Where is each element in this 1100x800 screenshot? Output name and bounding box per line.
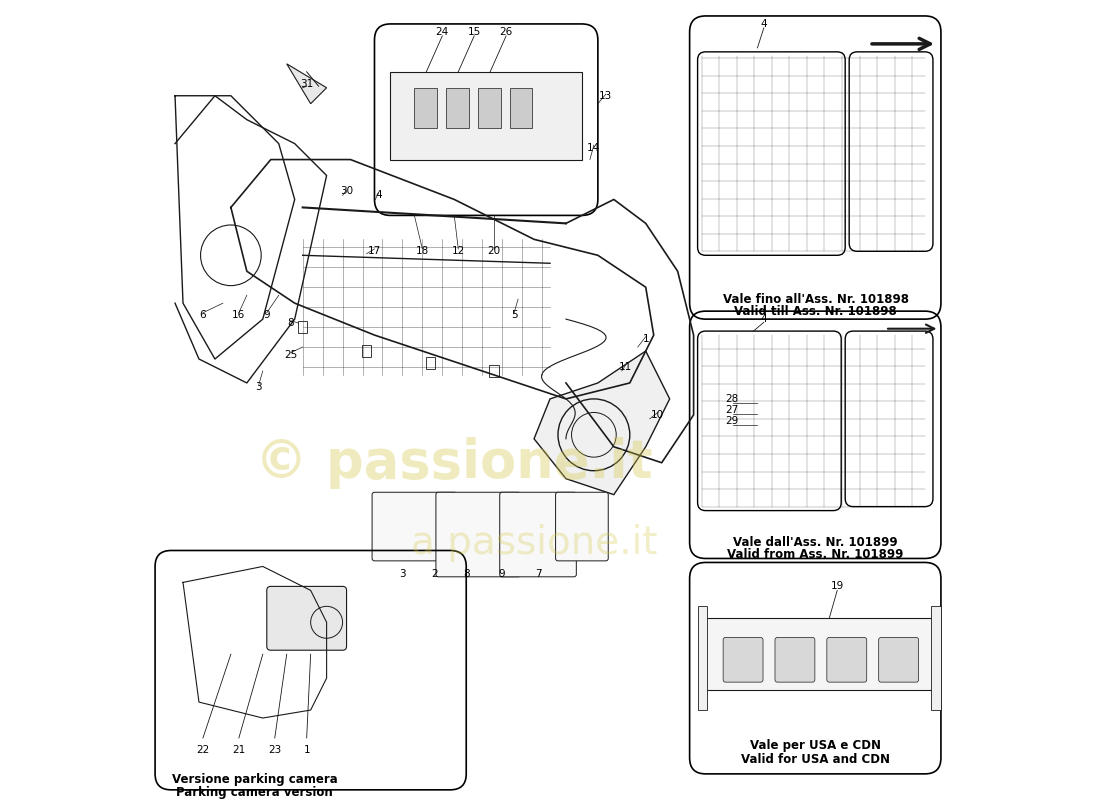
- Text: Vale fino all'Ass. Nr. 101898: Vale fino all'Ass. Nr. 101898: [723, 293, 909, 306]
- Text: 8: 8: [463, 570, 470, 579]
- FancyBboxPatch shape: [776, 638, 815, 682]
- Bar: [426, 357, 436, 370]
- Text: 30: 30: [340, 186, 353, 197]
- Text: 5: 5: [510, 310, 517, 320]
- Text: 15: 15: [468, 27, 481, 37]
- FancyBboxPatch shape: [436, 492, 520, 577]
- FancyBboxPatch shape: [879, 638, 918, 682]
- Bar: [510, 88, 532, 128]
- Text: 19: 19: [830, 582, 844, 591]
- Bar: [697, 606, 707, 710]
- Bar: [490, 365, 499, 378]
- Text: 1: 1: [304, 745, 310, 755]
- Text: 3: 3: [399, 570, 406, 579]
- Bar: [478, 88, 500, 128]
- Text: 20: 20: [487, 246, 500, 256]
- Polygon shape: [287, 64, 327, 104]
- Text: 24: 24: [436, 27, 449, 37]
- Text: Versione parking camera: Versione parking camera: [172, 773, 338, 786]
- Text: 27: 27: [726, 405, 739, 415]
- Polygon shape: [390, 72, 582, 159]
- Text: Valid till Ass. Nr. 101898: Valid till Ass. Nr. 101898: [735, 305, 896, 318]
- Text: 12: 12: [452, 246, 465, 256]
- Text: 28: 28: [726, 394, 739, 404]
- Text: 4: 4: [760, 19, 767, 29]
- Text: Vale per USA e CDN: Vale per USA e CDN: [750, 738, 881, 752]
- Text: 4: 4: [760, 314, 767, 324]
- FancyBboxPatch shape: [372, 492, 456, 561]
- Text: 14: 14: [587, 142, 601, 153]
- Polygon shape: [702, 618, 937, 690]
- Text: 9: 9: [498, 570, 505, 579]
- Text: 1: 1: [642, 334, 649, 344]
- Text: Vale dall'Ass. Nr. 101899: Vale dall'Ass. Nr. 101899: [734, 536, 898, 549]
- Text: 22: 22: [196, 745, 210, 755]
- Text: 9: 9: [264, 310, 271, 320]
- Text: 29: 29: [726, 416, 739, 426]
- Text: 7: 7: [535, 570, 541, 579]
- Text: 6: 6: [199, 310, 207, 320]
- FancyBboxPatch shape: [723, 638, 763, 682]
- Bar: [362, 345, 372, 358]
- Text: a passione.it: a passione.it: [410, 523, 658, 562]
- Text: © passione.it: © passione.it: [255, 437, 653, 489]
- Text: 25: 25: [284, 350, 297, 360]
- Text: Valid from Ass. Nr. 101899: Valid from Ass. Nr. 101899: [727, 548, 904, 561]
- Text: Valid for USA and CDN: Valid for USA and CDN: [741, 753, 890, 766]
- Text: 18: 18: [416, 246, 429, 256]
- Text: 11: 11: [619, 362, 632, 372]
- Bar: [447, 88, 469, 128]
- Text: 2: 2: [431, 570, 438, 579]
- Polygon shape: [534, 351, 670, 494]
- Text: 13: 13: [600, 90, 613, 101]
- Text: 4: 4: [375, 190, 382, 201]
- Text: 26: 26: [499, 27, 513, 37]
- Text: 17: 17: [367, 246, 381, 256]
- Text: 10: 10: [651, 410, 664, 420]
- Text: 8: 8: [287, 318, 294, 328]
- FancyBboxPatch shape: [556, 492, 608, 561]
- Text: Parking camera version: Parking camera version: [176, 786, 333, 798]
- FancyBboxPatch shape: [267, 586, 346, 650]
- Text: 23: 23: [268, 745, 282, 755]
- Text: 16: 16: [232, 310, 245, 320]
- Text: 31: 31: [300, 78, 313, 89]
- Bar: [932, 606, 940, 710]
- Text: 3: 3: [255, 382, 262, 392]
- FancyBboxPatch shape: [827, 638, 867, 682]
- Bar: [298, 321, 308, 334]
- Bar: [415, 88, 437, 128]
- FancyBboxPatch shape: [499, 492, 576, 577]
- Text: 21: 21: [232, 745, 245, 755]
